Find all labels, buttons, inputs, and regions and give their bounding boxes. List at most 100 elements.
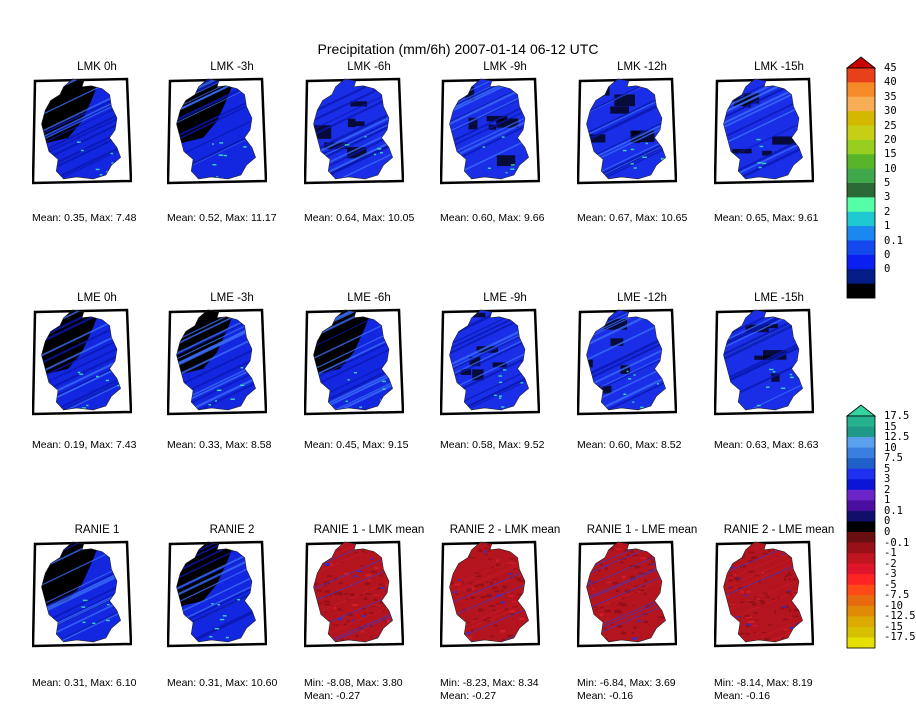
colorbar-segment [847, 283, 875, 299]
stats-line: Mean: 0.60, Max: 8.52 [577, 439, 682, 451]
stats-line: Min: -8.23, Max: 8.34 [440, 677, 539, 689]
colorbar-tick-label: 5 [884, 462, 891, 475]
map-plot [577, 540, 677, 648]
colorbar-tick-label: 3 [884, 191, 891, 204]
colorbar-tick-label: -10 [884, 599, 903, 612]
colorbar-tick-label: 7.5 [884, 452, 903, 465]
stats-line: Min: -8.08, Max: 3.80 [304, 677, 403, 689]
colorbar-segment [847, 521, 875, 533]
colorbar-tick-label: 25 [884, 119, 897, 132]
colorbar-segment [847, 553, 875, 565]
map-plot [577, 77, 677, 185]
colorbar-segment [847, 616, 875, 628]
colorbar-tick-label: 45 [884, 62, 897, 74]
map-plot [32, 308, 132, 416]
panel-title: LMK -3h [210, 61, 254, 73]
map-plot [440, 308, 540, 416]
precip-field [723, 78, 803, 179]
panel-title: LMK 0h [77, 61, 117, 73]
panel-stats: Mean: 0.31, Max: 10.60 [167, 677, 327, 690]
map-plot [714, 77, 814, 185]
map-plot [32, 77, 132, 185]
germany-outline [313, 541, 393, 643]
stats-line: Min: -8.14, Max: 8.19 [714, 677, 813, 689]
colorbar-segment [847, 183, 875, 198]
colorbar-segment [847, 254, 875, 270]
panel-title: LME -9h [483, 292, 527, 304]
map-plot [304, 308, 404, 416]
colorbar-segment [847, 68, 875, 83]
colorbar-segment [847, 605, 875, 617]
panel-stats: Min: -8.23, Max: 8.34 Mean: -0.27 [440, 677, 600, 703]
colorbar-tick-label: 30 [884, 105, 897, 118]
colorbar-tick-label: 1 [884, 494, 891, 507]
colorbar-segment [847, 197, 875, 213]
stats-line: Mean: 0.33, Max: 8.58 [167, 439, 272, 451]
colorbar-segment [847, 240, 875, 256]
stats-line: Mean: 0.31, Max: 10.60 [167, 677, 278, 689]
figure-title: Precipitation (mm/6h) 2007-01-14 06-12 U… [317, 41, 599, 57]
colorbar-segment [847, 542, 875, 554]
panel-stats: Mean: 0.60, Max: 9.66 [440, 212, 600, 225]
panel-title: LMK -9h [483, 61, 527, 73]
germany-outline [176, 309, 256, 411]
colorbar-tick-label: 2 [884, 205, 891, 218]
colorbar-segment [847, 595, 875, 607]
panel-title: LMK -15h [754, 61, 804, 73]
colorbar-tick-label: 2 [884, 483, 891, 496]
stats-line-mean: Mean: -0.16 [714, 690, 771, 702]
germany-outline [723, 309, 803, 411]
map-plot [440, 77, 540, 185]
panel-stats: Mean: 0.52, Max: 11.17 [167, 212, 327, 225]
germany-outline [313, 309, 393, 411]
germany-outline [449, 309, 529, 411]
colorbar-tick-label: -12.5 [884, 610, 916, 623]
colorbar-segment [847, 139, 875, 155]
colorbar-segment [847, 416, 875, 427]
colorbar-segment [847, 574, 875, 586]
colorbar-segment [847, 500, 875, 512]
germany-outline [586, 309, 666, 411]
colorbar-tick-label: 12.5 [884, 431, 910, 444]
stats-line: Mean: 0.45, Max: 9.15 [304, 439, 409, 451]
colorbar-tick-label: 20 [884, 133, 897, 146]
colorbar-segment [847, 510, 875, 522]
germany-outline [723, 78, 803, 180]
colorbar-tick-label: 15 [884, 420, 897, 433]
colorbar-tick-label: 0 [884, 515, 891, 528]
map-plot [714, 540, 814, 648]
germany-outline [586, 78, 666, 180]
panel-title: RANIE 2 - LME mean [723, 524, 835, 536]
colorbar-tick-label: -0.1 [884, 536, 910, 549]
colorbar-segment [847, 626, 875, 638]
colorbar-tick-label: 17.5 [884, 410, 910, 422]
stats-line: Mean: 0.67, Max: 10.65 [577, 212, 688, 224]
map-plot [167, 540, 267, 648]
germany-outline [41, 309, 121, 411]
panel-title: RANIE 1 - LMK mean [313, 524, 425, 536]
panel-title: RANIE 2 [209, 524, 255, 536]
colorbar-tick-label: 3 [884, 473, 891, 486]
panel-stats: Mean: 0.63, Max: 8.63 [714, 439, 874, 452]
panel-title: RANIE 2 - LMK mean [449, 524, 561, 536]
stats-line-mean: Mean: -0.27 [304, 690, 361, 702]
map-plot [577, 308, 677, 416]
colorbar-segment [847, 154, 875, 170]
colorbar-tick-label: 40 [884, 76, 897, 89]
germany-outline [41, 541, 121, 643]
germany-outline [176, 541, 256, 643]
panel-stats: Min: -8.08, Max: 3.80 Mean: -0.27 [304, 677, 464, 703]
colorbar-tick-label: 0 [884, 263, 891, 276]
stats-line: Mean: 0.52, Max: 11.17 [167, 212, 277, 224]
panel-title: LME -3h [210, 292, 254, 304]
panel-stats: Mean: 0.65, Max: 9.61 [714, 212, 874, 225]
map-plot [167, 308, 267, 416]
panel-stats: Mean: 0.45, Max: 9.15 [304, 439, 464, 452]
panel-title: LMK -6h [347, 61, 391, 73]
colorbar-tick-label: 0 [884, 248, 891, 261]
colorbar-tick-label: -3 [884, 568, 897, 581]
colorbar-segment [847, 532, 875, 543]
colorbar-tick-label: 0.1 [884, 234, 903, 247]
colorbar-tick-label: 0.1 [884, 504, 903, 517]
stats-line: Mean: 0.58, Max: 9.52 [440, 439, 545, 451]
